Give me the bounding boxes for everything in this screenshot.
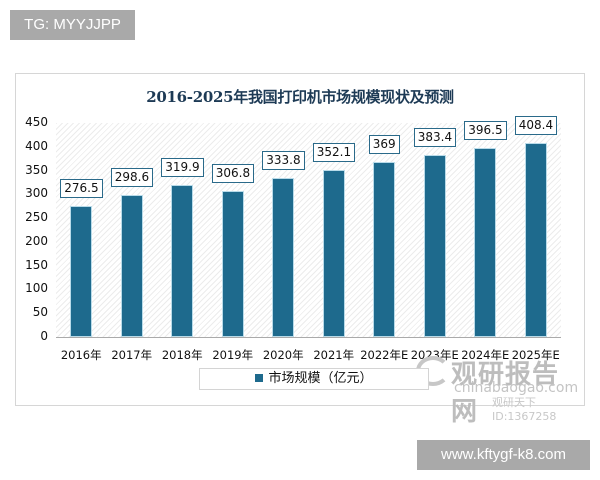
y-tick-label: 0 <box>40 329 48 343</box>
y-tick-label: 350 <box>25 162 48 177</box>
chart-title: 2016-2025年我国打印机市场规模现状及预测 <box>146 88 454 106</box>
y-tick-label: 400 <box>25 138 48 153</box>
bar <box>171 184 194 337</box>
data-label: 276.5 <box>60 178 103 198</box>
top-watermark-tag: TG: MYYJJPP <box>10 10 135 40</box>
x-tick-label: 2016年 <box>60 348 102 362</box>
bar <box>120 194 143 337</box>
data-label: 352.1 <box>312 142 356 162</box>
x-tick-label: 2017年 <box>111 348 153 362</box>
bar <box>221 191 244 337</box>
y-tick-label: 250 <box>25 210 48 225</box>
bar <box>423 154 446 337</box>
watermark-sub: chinabaogao.com <box>454 380 579 396</box>
bar <box>70 205 93 337</box>
y-tick-label: 300 <box>25 186 48 201</box>
x-axis-line <box>56 337 561 338</box>
data-label: 319.9 <box>161 157 204 177</box>
data-label: 333.8 <box>262 151 305 171</box>
y-tick-label: 50 <box>32 305 48 320</box>
bar <box>272 178 295 337</box>
chart-legend: 市场规模（亿元） <box>199 368 429 390</box>
bottom-watermark-tag: www.kftygf-k8.com <box>417 440 590 470</box>
watermark-main: 观研报告网 <box>451 360 560 427</box>
data-label: 298.6 <box>110 167 154 187</box>
x-tick-label: 2018年 <box>161 348 203 362</box>
data-label: 306.8 <box>211 164 255 184</box>
x-tick-label: 2025年E <box>511 348 560 362</box>
y-tick-label: 450 <box>25 115 48 129</box>
data-label: 396.5 <box>464 121 507 141</box>
data-label: 369 <box>368 134 400 154</box>
chart-frame: 2016-2025年我国打印机市场规模现状及预测 450 400 350 300 250… <box>15 73 585 427</box>
bar <box>474 148 497 337</box>
watermark-id: 观研天下 ID:1367258 <box>492 396 557 423</box>
y-tick-label: 200 <box>25 233 48 248</box>
x-tick-label: 2019年 <box>212 348 254 362</box>
bar <box>524 142 547 337</box>
x-tick-label: 2022年E <box>360 348 409 362</box>
x-tick-label: 2021年 <box>313 348 355 362</box>
y-tick-label: 150 <box>25 257 48 272</box>
y-tick-label: 100 <box>25 281 48 296</box>
x-tick-label: 2024年E <box>461 348 510 362</box>
data-label: 383.4 <box>413 127 457 147</box>
legend-swatch-icon <box>255 374 264 382</box>
legend-label: 市场规模（亿元） <box>268 371 373 386</box>
x-tick-label: 2020年 <box>262 348 304 362</box>
bar <box>322 169 345 337</box>
bar <box>373 161 396 337</box>
data-label: 408.4 <box>514 115 558 135</box>
